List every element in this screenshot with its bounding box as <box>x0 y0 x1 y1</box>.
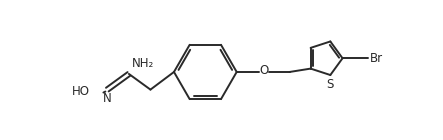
Text: HO: HO <box>72 85 89 98</box>
Text: O: O <box>260 65 269 77</box>
Text: Br: Br <box>370 52 383 65</box>
Text: S: S <box>326 78 334 91</box>
Text: NH₂: NH₂ <box>132 57 154 70</box>
Text: N: N <box>103 92 112 105</box>
